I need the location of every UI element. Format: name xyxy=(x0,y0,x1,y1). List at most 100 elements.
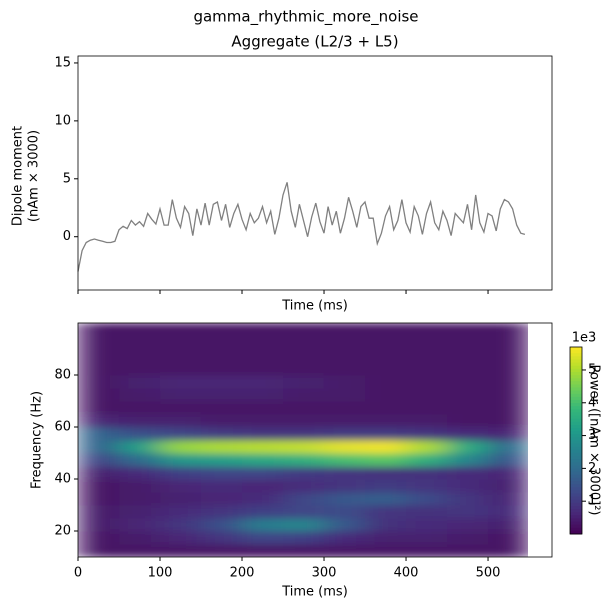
heatmap-cell xyxy=(119,336,161,350)
colorbar-segment xyxy=(570,524,582,529)
heatmap-cell xyxy=(447,518,489,532)
heatmap-cell xyxy=(283,479,325,493)
colorbar-segment xyxy=(570,378,582,382)
colorbar-segment xyxy=(570,518,582,523)
heatmap-cell xyxy=(365,531,407,545)
heatmap-cell xyxy=(160,414,202,428)
colorbar-segment xyxy=(570,362,582,367)
heatmap-cell xyxy=(78,336,120,350)
heatmap-cell xyxy=(488,375,528,389)
colorbar-segment xyxy=(570,424,582,429)
heatmap-cell xyxy=(283,362,325,376)
heatmap-cell xyxy=(119,479,161,493)
heatmap-cell xyxy=(201,401,243,415)
y-tick-label: 60 xyxy=(54,420,71,435)
heatmap-cell xyxy=(119,492,161,506)
heatmap-cell xyxy=(447,531,489,545)
heatmap-cell xyxy=(447,505,489,519)
heatmap-cell xyxy=(283,388,325,402)
heatmap-cell xyxy=(447,453,489,467)
heatmap-cell xyxy=(119,544,161,557)
heatmap-cell xyxy=(488,453,528,467)
heatmap-cell xyxy=(201,414,243,428)
colorbar-segment xyxy=(570,403,582,407)
heatmap-cell xyxy=(365,479,407,493)
colorbar-segment xyxy=(570,502,582,507)
heatmap-cell xyxy=(488,401,528,415)
suptitle: gamma_rhythmic_more_noise xyxy=(193,8,418,27)
heatmap-cell xyxy=(324,401,366,415)
heatmap-cell xyxy=(242,505,284,519)
heatmap-cell xyxy=(160,531,202,545)
heatmap-cell xyxy=(365,505,407,519)
heatmap-cell xyxy=(78,466,120,480)
heatmap-cell xyxy=(242,401,284,415)
heatmap-cell xyxy=(324,505,366,519)
heatmap-cell xyxy=(406,505,448,519)
colorbar-tick-label: 4 xyxy=(588,395,596,410)
heatmap-cell xyxy=(242,375,284,389)
colorbar-segment xyxy=(570,468,582,473)
heatmap-cell xyxy=(324,362,366,376)
colorbar-segment xyxy=(570,368,582,373)
colorbar-segment xyxy=(570,530,582,535)
colorbar-segment xyxy=(570,381,582,385)
heatmap-cell xyxy=(406,349,448,363)
heatmap-cell xyxy=(78,440,120,454)
heatmap-cell xyxy=(201,336,243,350)
colorbar-segment xyxy=(570,512,582,516)
colorbar-segment xyxy=(570,412,582,417)
colorbar-segment xyxy=(570,487,582,491)
heatmap-cell xyxy=(406,388,448,402)
heatmap-cell xyxy=(160,401,202,415)
heatmap-cell xyxy=(242,453,284,467)
colorbar-segment xyxy=(570,499,582,504)
heatmap-cell xyxy=(242,414,284,428)
heatmap-cell xyxy=(201,427,243,441)
heatmap-cell xyxy=(283,505,325,519)
colorbar-segment xyxy=(570,496,582,501)
x-tick-label: 100 xyxy=(148,566,173,581)
colorbar-segment xyxy=(570,418,582,423)
heatmap-cells xyxy=(78,323,528,557)
heatmap-cell xyxy=(488,518,528,532)
heatmap-cell xyxy=(160,336,202,350)
colorbar-segment xyxy=(570,406,582,410)
heatmap-cell xyxy=(365,492,407,506)
colorbar-segment xyxy=(570,456,582,460)
heatmap-cell xyxy=(160,492,202,506)
colorbar-segment xyxy=(570,440,582,445)
heatmap-cell xyxy=(324,349,366,363)
heatmap-cell xyxy=(160,375,202,389)
heatmap-cell xyxy=(201,544,243,557)
heatmap-cell xyxy=(488,440,528,454)
heatmap-cell xyxy=(119,414,161,428)
heatmap-cell xyxy=(365,388,407,402)
heatmap-cell xyxy=(78,544,120,557)
colorbar-tick-label: 3 xyxy=(588,428,596,443)
heatmap-cell xyxy=(324,388,366,402)
heatmap-cell xyxy=(324,466,366,480)
heatmap-cell xyxy=(160,349,202,363)
heatmap-cell xyxy=(78,388,120,402)
colorbar-segment xyxy=(570,347,582,351)
heatmap-cell xyxy=(283,440,325,454)
heatmap-cell xyxy=(406,518,448,532)
heatmap-cell xyxy=(242,388,284,402)
colorbar-segment xyxy=(570,459,582,463)
heatmap-cell xyxy=(119,531,161,545)
heatmap-cell xyxy=(201,362,243,376)
colorbar-segment xyxy=(570,393,582,398)
heatmap-cell xyxy=(406,427,448,441)
colorbar-segment xyxy=(570,396,582,401)
heatmap-cell xyxy=(488,349,528,363)
heatmap-cell xyxy=(78,505,120,519)
heatmap-cell xyxy=(242,492,284,506)
heatmap-cell xyxy=(447,323,489,337)
axes-frame xyxy=(77,55,553,291)
heatmap-cell xyxy=(119,518,161,532)
heatmap-cell xyxy=(201,466,243,480)
heatmap-cell xyxy=(160,544,202,557)
colorbar-label: Power ([nAm × 3000]²) xyxy=(587,365,602,516)
heatmap-cell xyxy=(488,531,528,545)
